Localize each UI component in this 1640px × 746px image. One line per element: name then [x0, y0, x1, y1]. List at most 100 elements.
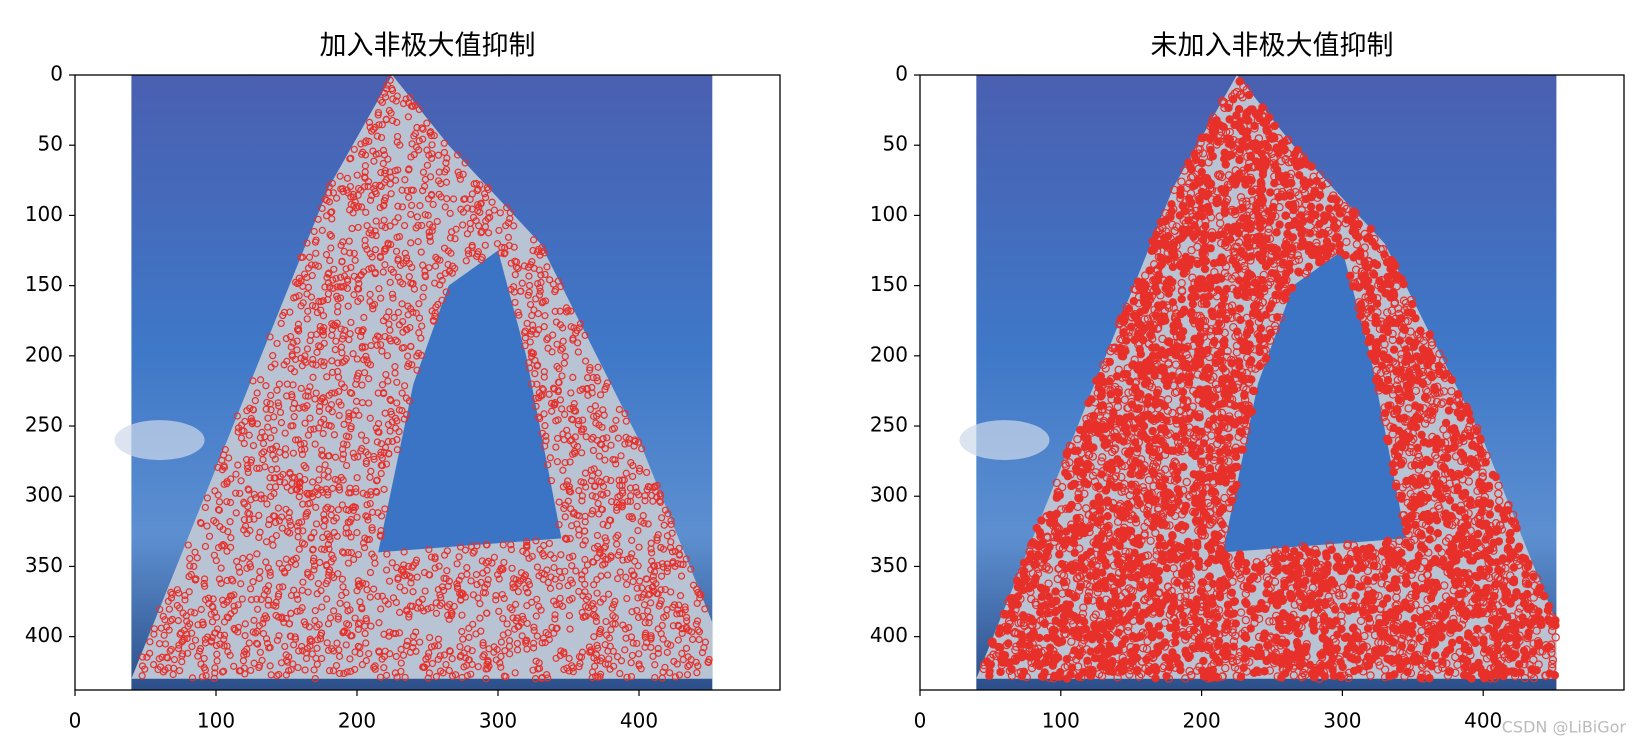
keypoint	[157, 624, 165, 632]
keypoint	[671, 673, 680, 681]
keypoint	[621, 646, 629, 654]
keypoint	[187, 608, 195, 616]
keypoint	[448, 655, 456, 663]
keypoint	[1201, 221, 1210, 231]
keypoint	[366, 499, 374, 508]
keypoint	[683, 625, 691, 633]
keypoint	[337, 241, 345, 249]
keypoint	[593, 575, 601, 584]
keypoint	[559, 466, 567, 474]
keypoint	[1272, 228, 1281, 237]
keypoint	[596, 391, 605, 399]
keypoint	[330, 265, 338, 273]
keypoint	[299, 527, 307, 535]
keypoint	[264, 564, 272, 572]
keypoint	[369, 125, 378, 134]
keypoint	[429, 200, 437, 209]
keypoint	[226, 651, 234, 659]
keypoint	[232, 470, 240, 478]
keypoint	[274, 399, 282, 407]
keypoint	[335, 652, 344, 660]
keypoint	[393, 446, 401, 454]
keypoint	[670, 657, 678, 666]
keypoint	[306, 337, 314, 345]
keypoint	[455, 171, 463, 179]
keypoint	[211, 487, 219, 495]
keypoint	[336, 172, 344, 180]
keypoint	[654, 562, 662, 570]
keypoint	[669, 622, 677, 630]
keypoint	[362, 437, 370, 445]
keypoint	[421, 587, 429, 595]
keypoint	[550, 597, 558, 605]
keypoint	[458, 611, 466, 619]
keypoint	[351, 665, 359, 674]
keypoint	[328, 215, 336, 223]
keypoint	[200, 654, 208, 663]
keypoint	[339, 476, 347, 484]
keypoint	[188, 642, 196, 651]
keypoint	[329, 667, 338, 675]
keypoint	[499, 541, 507, 549]
keypoint	[518, 279, 526, 287]
keypoint	[698, 648, 707, 657]
keypoint	[174, 617, 182, 625]
keypoint	[495, 607, 503, 615]
keypoint	[614, 434, 622, 442]
keypoint	[366, 593, 374, 601]
keypoint	[306, 414, 314, 422]
keypoint	[473, 580, 481, 589]
keypoint	[299, 500, 307, 508]
keypoint	[575, 324, 583, 332]
keypoint	[510, 575, 518, 583]
keypoint	[394, 166, 402, 174]
keypoint	[264, 601, 272, 609]
keypoint	[510, 222, 518, 230]
keypoint	[641, 619, 649, 627]
y-tick-label: 250	[25, 413, 63, 437]
keypoint	[390, 313, 398, 322]
keypoint	[557, 574, 566, 582]
keypoint	[419, 261, 427, 269]
keypoint	[311, 607, 319, 615]
keypoint	[319, 312, 328, 320]
keypoint	[397, 659, 405, 667]
keypoint	[215, 498, 224, 506]
keypoint	[1366, 224, 1376, 234]
keypoint	[1351, 591, 1360, 600]
keypoint	[633, 639, 641, 648]
keypoint	[326, 614, 335, 622]
keypoint	[1171, 638, 1180, 647]
keypoint	[352, 488, 360, 496]
keypoint	[416, 202, 424, 210]
keypoint	[644, 520, 652, 528]
keypoint	[615, 548, 624, 556]
keypoint	[543, 335, 551, 344]
keypoint	[544, 461, 552, 469]
keypoint	[226, 498, 235, 507]
keypoint	[1473, 624, 1482, 634]
keypoint	[245, 639, 253, 647]
keypoint	[295, 519, 303, 527]
keypoint	[342, 529, 350, 537]
keypoint	[393, 233, 401, 241]
keypoint	[188, 674, 197, 682]
keypoint	[207, 610, 215, 618]
keypoint	[543, 566, 551, 574]
keypoint	[445, 666, 453, 675]
keypoint	[444, 260, 452, 269]
keypoint	[1188, 299, 1198, 309]
keypoint	[456, 543, 465, 551]
watermark: CSDN @LiBiGor	[1502, 718, 1627, 737]
keypoint	[601, 641, 609, 649]
keypoint	[184, 649, 192, 657]
keypoint	[407, 210, 415, 219]
keypoint	[527, 330, 535, 338]
keypoint	[481, 241, 489, 249]
keypoint	[556, 396, 564, 404]
keypoint	[328, 368, 337, 376]
keypoint	[260, 448, 268, 456]
keypoint	[353, 171, 361, 179]
keypoint	[190, 562, 198, 570]
